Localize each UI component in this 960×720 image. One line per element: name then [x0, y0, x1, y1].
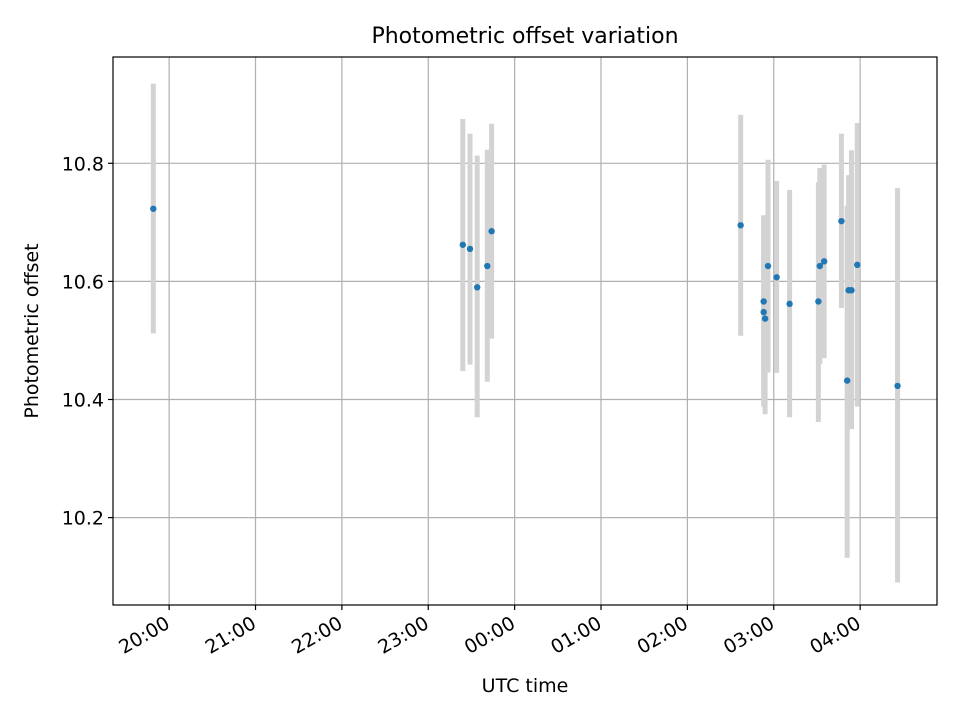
data-point	[737, 222, 744, 229]
chart-title: Photometric offset variation	[371, 24, 678, 49]
data-point	[474, 284, 481, 291]
grid	[113, 57, 937, 605]
y-tick-label: 10.6	[62, 271, 104, 293]
data-point	[150, 205, 157, 212]
data-point	[894, 382, 901, 390]
data-point	[466, 245, 474, 253]
data-point	[773, 274, 780, 281]
data-point	[484, 262, 491, 270]
data-point	[764, 262, 772, 270]
data-point	[838, 217, 845, 225]
data-point	[761, 315, 769, 322]
data-point	[459, 241, 467, 248]
y-tick-label: 10.2	[62, 508, 104, 530]
data-point	[760, 298, 767, 305]
x-axis-label: UTC time	[482, 675, 569, 697]
data-point	[786, 300, 793, 308]
y-axis: 10.2 10.4 10.6 10.8	[62, 153, 113, 530]
data-point	[815, 298, 822, 305]
data-point	[843, 377, 851, 384]
y-tick-label: 10.4	[62, 390, 104, 412]
data-point	[848, 287, 855, 294]
y-axis-label: Photometric offset	[21, 243, 43, 418]
data-point	[854, 261, 861, 269]
data-point	[816, 262, 824, 270]
data-points	[150, 205, 901, 390]
data-point	[760, 308, 767, 316]
data-point	[820, 258, 828, 265]
data-point	[488, 228, 495, 235]
y-tick-label: 10.8	[62, 153, 104, 175]
plot-area	[112, 56, 938, 606]
